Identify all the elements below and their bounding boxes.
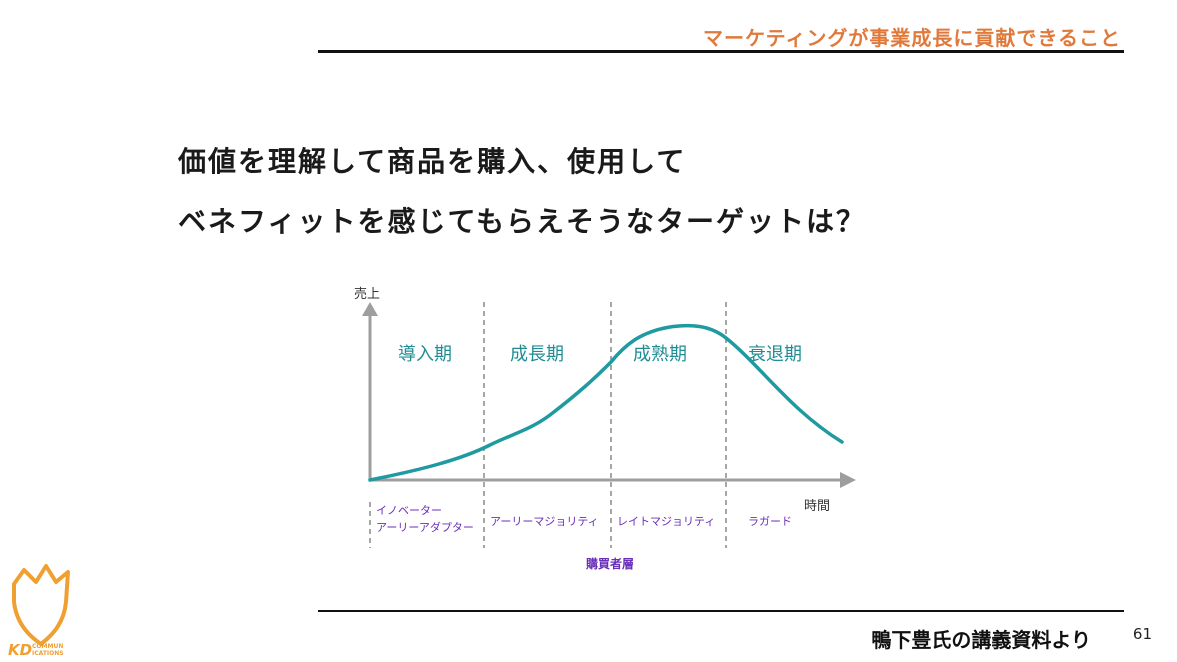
stage-label-maturity: 成熟期 [633, 344, 687, 365]
stage-label-introduction: 導入期 [398, 344, 452, 365]
header-title: マーケティングが事業成長に貢献できること [703, 26, 1121, 50]
buyer-group-early-majority: アーリーマジョリティ [490, 515, 599, 528]
buyer-group-innovators: イノベーター [376, 504, 442, 517]
company-logo: KD COMMUN ICATIONS [6, 562, 76, 659]
y-axis-arrow [362, 302, 378, 316]
buyer-group-late-majority: レイトマジョリティ [617, 515, 715, 528]
buyer-group-laggards: ラガード [748, 515, 792, 528]
buyer-group-early-adopters: アーリーアダプター [376, 520, 474, 534]
logo-kd-text: KD [8, 641, 32, 658]
source-credit: 鴨下豊氏の講義資料より [871, 628, 1091, 652]
stage-label-decline: 衰退期 [748, 344, 802, 365]
header-divider [318, 50, 1124, 53]
footer-divider [318, 610, 1124, 612]
x-axis-label: 時間 [804, 499, 830, 514]
x-axis-arrow [840, 472, 856, 488]
stage-label-growth: 成長期 [510, 344, 564, 365]
page-number: 61 [1132, 625, 1152, 643]
logo-commun-text: COMMUN [32, 643, 63, 650]
crest-shape-icon [12, 564, 70, 646]
product-lifecycle-diagram: 売上 時間 導入期 成長期 成熟期 衰退期 イノベーター アーリーアダプター ア… [340, 280, 880, 580]
y-axis-label: 売上 [354, 286, 380, 302]
lifecycle-curve [368, 323, 844, 482]
buyer-group-title: 購買者層 [585, 556, 634, 571]
question-line-1: 価値を理解して商品を購入、使用して [178, 145, 687, 178]
question-line-2: ベネフィットを感じてもらえそうなターゲットは？ [178, 205, 867, 238]
logo-ications-text: ICATIONS [32, 650, 64, 657]
